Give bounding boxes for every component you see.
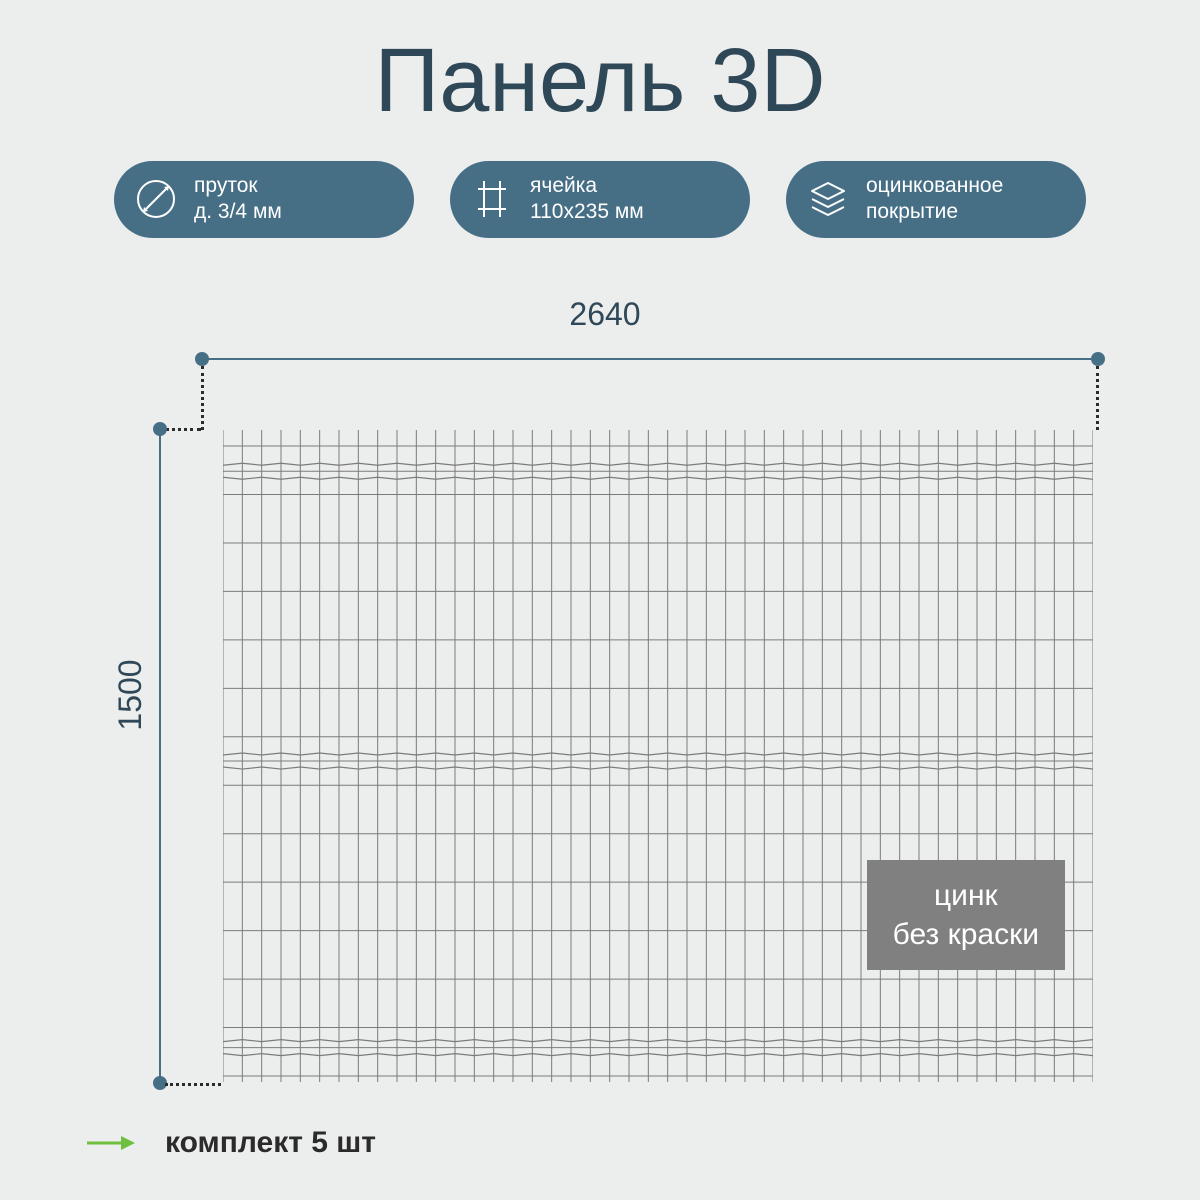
pill-rod-text: пруток д. 3/4 мм bbox=[194, 173, 282, 226]
pill-coating-text: оцинкованное покрытие bbox=[866, 173, 1003, 226]
dimension-width-line bbox=[195, 352, 1105, 366]
extension-line-top-right bbox=[1096, 366, 1099, 430]
layers-icon bbox=[806, 177, 850, 221]
dimension-width-label: 2640 bbox=[105, 296, 1105, 333]
fence-panel bbox=[223, 430, 1093, 1082]
extension-line-top-left bbox=[201, 366, 204, 430]
dimension-height-label: 1500 bbox=[112, 659, 149, 730]
pill-cell: ячейка 110х235 мм bbox=[450, 161, 750, 238]
page-title: Панель 3D bbox=[0, 0, 1200, 133]
pill-coating: оцинкованное покрытие bbox=[786, 161, 1086, 238]
pill-rod: пруток д. 3/4 мм bbox=[114, 161, 414, 238]
footer: комплект 5 шт bbox=[85, 1126, 376, 1160]
material-line1: цинк bbox=[893, 876, 1039, 915]
dimension-height-line bbox=[153, 422, 167, 1090]
material-line2: без краски bbox=[893, 915, 1039, 954]
diagram-area: 2640 1500 цинк без краски bbox=[105, 300, 1105, 1090]
extension-line-height-bottom bbox=[165, 1083, 221, 1086]
footer-text: комплект 5 шт bbox=[165, 1126, 376, 1160]
arrow-right-icon bbox=[85, 1133, 135, 1153]
pill-cell-text: ячейка 110х235 мм bbox=[530, 173, 644, 226]
spec-pills: пруток д. 3/4 мм ячейка 110х235 мм оцинк… bbox=[0, 161, 1200, 238]
mesh-cell-icon bbox=[470, 177, 514, 221]
extension-line-height-top bbox=[165, 428, 201, 431]
material-badge: цинк без краски bbox=[867, 860, 1065, 970]
diameter-icon bbox=[134, 177, 178, 221]
